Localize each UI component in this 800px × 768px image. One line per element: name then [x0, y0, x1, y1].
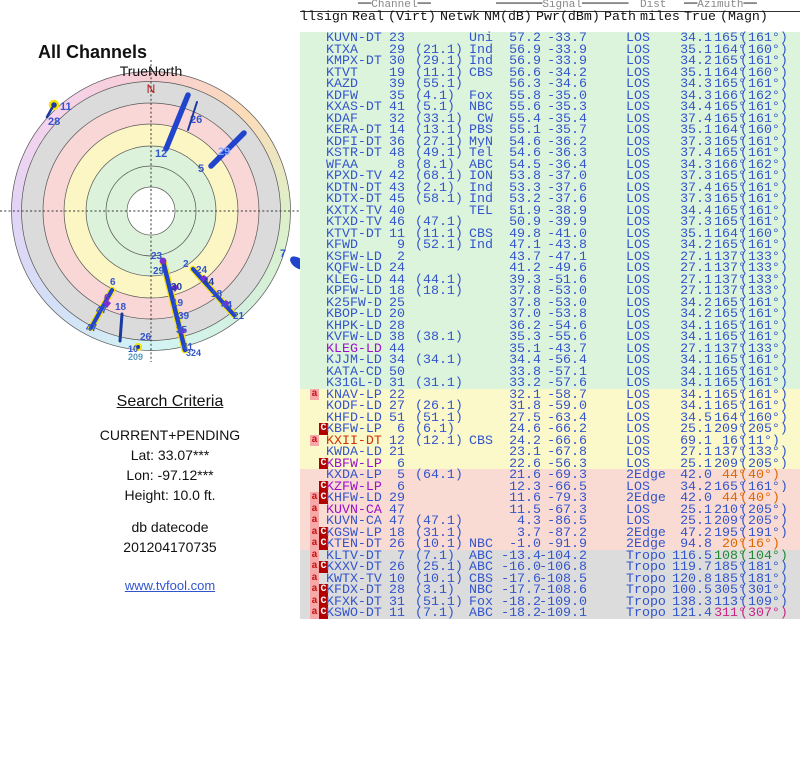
svg-text:6: 6	[104, 293, 110, 304]
svg-text:39: 39	[178, 311, 190, 322]
svg-text:2: 2	[183, 259, 189, 270]
svg-text:11: 11	[60, 101, 72, 113]
svg-text:24: 24	[196, 265, 208, 276]
svg-text:19: 19	[172, 298, 184, 309]
svg-text:18: 18	[211, 289, 223, 300]
svg-text:209: 209	[128, 352, 143, 362]
svg-text:30: 30	[171, 282, 183, 293]
svg-text:7: 7	[280, 248, 286, 260]
svg-text:23: 23	[151, 251, 163, 262]
svg-text:28: 28	[48, 116, 60, 128]
svg-text:18: 18	[115, 302, 127, 313]
svg-text:47: 47	[96, 305, 108, 316]
svg-text:12: 12	[155, 148, 167, 160]
svg-text:6: 6	[110, 277, 116, 288]
svg-text:44: 44	[221, 300, 233, 311]
svg-text:5: 5	[198, 163, 204, 175]
svg-text:29: 29	[218, 146, 230, 158]
svg-text:35: 35	[176, 325, 188, 336]
svg-text:29: 29	[153, 266, 165, 277]
svg-text:TrueNorth: TrueNorth	[120, 63, 183, 79]
svg-text:26: 26	[140, 332, 152, 343]
svg-text:47: 47	[86, 323, 98, 334]
svg-text:44: 44	[203, 277, 215, 288]
svg-text:324: 324	[186, 348, 201, 358]
svg-text:N: N	[147, 82, 156, 96]
svg-text:21: 21	[233, 311, 245, 322]
